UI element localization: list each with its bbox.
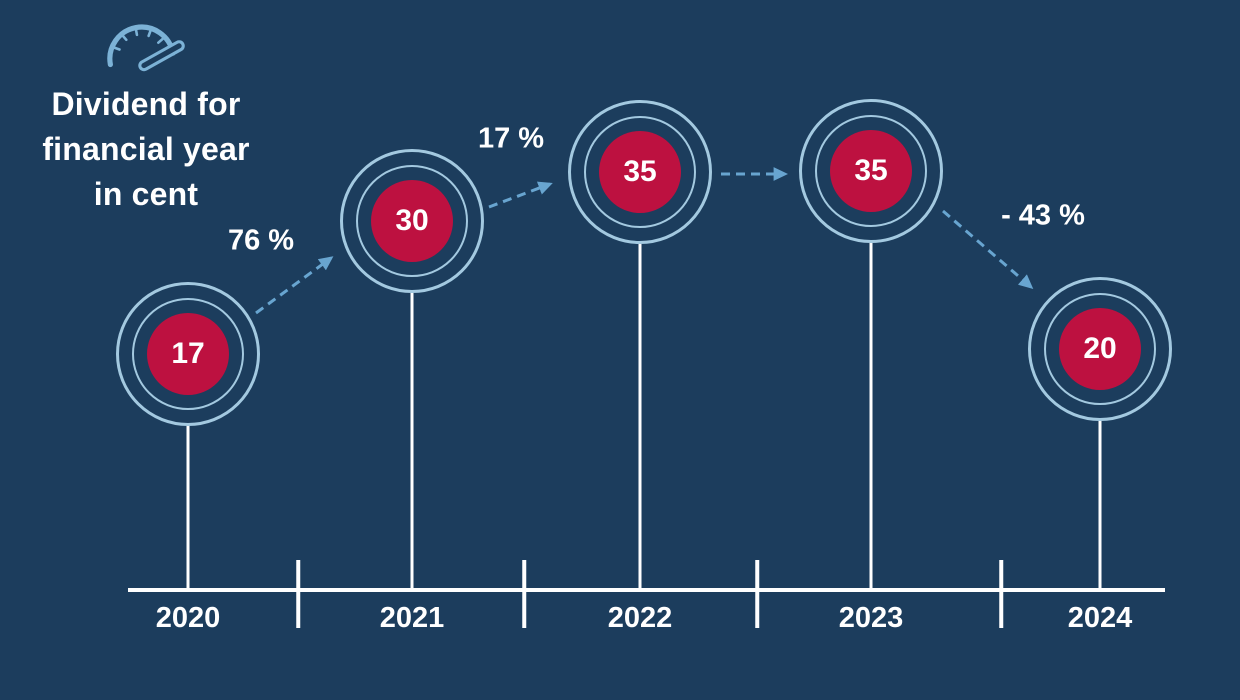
axis-tick-2 [522,560,526,628]
dividend-node-2022: 35 [568,100,712,244]
stem-2024 [1098,421,1102,590]
year-label-2021: 2021 [379,602,445,634]
stem-2022 [638,244,642,590]
node-value-2023: 35 [854,154,888,187]
node-middle-ring [815,115,927,227]
node-value-2024: 20 [1083,332,1117,365]
change-annotation-2021-2022: 17 % [477,122,545,155]
node-middle-ring [584,116,696,228]
chart-title: Dividend for financial year in cent [15,82,277,217]
trend-arrow-2020-2021 [255,256,334,315]
dividend-node-2024: 20 [1028,277,1172,421]
node-disc: 35 [599,131,681,213]
dividend-node-2020: 17 [116,282,260,426]
node-outer-ring [568,100,712,244]
node-outer-ring [1028,277,1172,421]
year-label-2024: 2024 [1067,602,1133,634]
chart-title-line3: in cent [93,176,199,212]
stem-2021 [410,293,414,590]
axis-tick-3 [755,560,759,628]
stem-2020 [186,426,190,590]
node-disc: 17 [147,313,229,395]
node-middle-ring [356,165,468,277]
node-disc: 35 [830,130,912,212]
year-label-2022: 2022 [607,602,673,634]
speedometer-icon [107,24,185,72]
dividend-node-2023: 35 [799,99,943,243]
node-value-2022: 35 [623,155,657,188]
node-value-2021: 30 [395,204,429,237]
year-label-2023: 2023 [838,602,904,634]
node-outer-ring [116,282,260,426]
trend-arrow-2021-2022 [488,181,553,209]
stem-2023 [869,243,873,590]
timeline-axis [128,588,1165,592]
dividend-node-2021: 30 [340,149,484,293]
change-annotation-2023-2024: - 43 % [1001,199,1085,232]
node-disc: 20 [1059,308,1141,390]
change-annotation-2020-2021: 76 % [227,224,295,257]
axis-tick-4 [999,560,1003,628]
chart-title-line2: financial year [42,131,250,167]
chart-title-line1: Dividend for [51,86,241,122]
year-label-2020: 2020 [155,602,221,634]
node-outer-ring [799,99,943,243]
node-value-2020: 17 [171,337,205,370]
node-outer-ring [340,149,484,293]
node-middle-ring [132,298,244,410]
node-disc: 30 [371,180,453,262]
node-middle-ring [1044,293,1156,405]
axis-tick-1 [296,560,300,628]
